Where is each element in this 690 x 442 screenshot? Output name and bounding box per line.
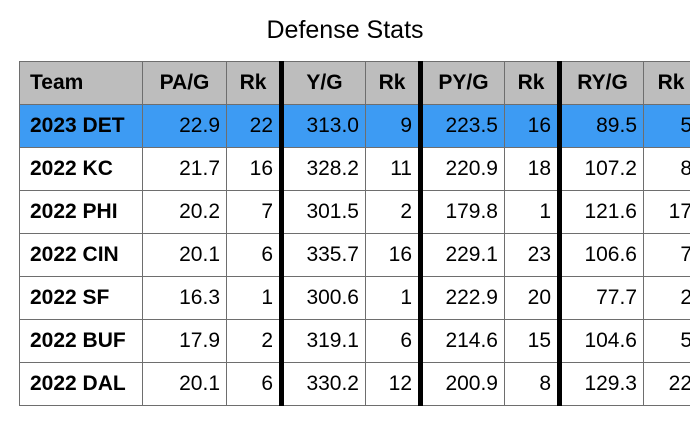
rush-yards-per-game-cell: 89.5 xyxy=(557,104,644,148)
rush-yards-per-game-cell: 129.3 xyxy=(557,362,644,406)
rush-yards-per-game-cell: 121.6 xyxy=(557,190,644,234)
rush-yards-rank-cell: 22 xyxy=(643,362,690,406)
team-cell: 2022 DAL xyxy=(19,362,143,406)
pa-rank-cell: 16 xyxy=(226,147,282,191)
table-row: 2023 DET 22.9 22 313.0 9 223.5 16 89.5 5 xyxy=(19,104,690,148)
pass-yards-rank-cell: 20 xyxy=(504,276,560,320)
rush-yards-rank-cell: 5 xyxy=(643,319,690,363)
pa-per-game-cell: 16.3 xyxy=(142,276,227,320)
pa-rank-cell: 1 xyxy=(226,276,282,320)
yards-per-game-cell: 319.1 xyxy=(279,319,366,363)
table-row: 2022 SF 16.3 1 300.6 1 222.9 20 77.7 2 xyxy=(19,276,690,320)
pa-per-game-cell: 20.2 xyxy=(142,190,227,234)
pass-yards-rank-cell: 8 xyxy=(504,362,560,406)
pass-yards-per-game-cell: 223.5 xyxy=(418,104,505,148)
header-pass-yards-per-game: PY/G xyxy=(418,61,505,105)
pass-yards-rank-cell: 18 xyxy=(504,147,560,191)
defense-stats-table: Team PA/G Rk Y/G Rk PY/G Rk RY/G Rk 2023 DET 22.9… xyxy=(19,61,690,406)
header-team: Team xyxy=(19,61,143,105)
table-row: 2022 CIN 20.1 6 335.7 16 229.1 23 106.6 7 xyxy=(19,233,690,277)
team-cell: 2022 CIN xyxy=(19,233,143,277)
pa-rank-cell: 6 xyxy=(226,233,282,277)
yards-per-game-cell: 335.7 xyxy=(279,233,366,277)
yards-rank-cell: 2 xyxy=(365,190,421,234)
yards-rank-cell: 6 xyxy=(365,319,421,363)
rush-yards-rank-cell: 5 xyxy=(643,104,690,148)
team-cell: 2022 KC xyxy=(19,147,143,191)
yards-rank-cell: 1 xyxy=(365,276,421,320)
chart-title: Defense Stats xyxy=(266,16,424,44)
pass-yards-per-game-cell: 220.9 xyxy=(418,147,505,191)
table-row: 2022 KC 21.7 16 328.2 11 220.9 18 107.2 8 xyxy=(19,147,690,191)
yards-rank-cell: 12 xyxy=(365,362,421,406)
rush-yards-rank-cell: 17 xyxy=(643,190,690,234)
table-header-row: Team PA/G Rk Y/G Rk PY/G Rk RY/G Rk xyxy=(19,61,690,105)
header-rush-yards-rank: Rk xyxy=(643,61,690,105)
yards-rank-cell: 9 xyxy=(365,104,421,148)
rush-yards-per-game-cell: 104.6 xyxy=(557,319,644,363)
header-yards-rank: Rk xyxy=(365,61,421,105)
header-pa-per-game: PA/G xyxy=(142,61,227,105)
pa-rank-cell: 22 xyxy=(226,104,282,148)
pass-yards-rank-cell: 1 xyxy=(504,190,560,234)
header-yards-per-game: Y/G xyxy=(279,61,366,105)
pa-rank-cell: 7 xyxy=(226,190,282,234)
team-cell: 2023 DET xyxy=(19,104,143,148)
pa-rank-cell: 6 xyxy=(226,362,282,406)
yards-rank-cell: 16 xyxy=(365,233,421,277)
table-row: 2022 BUF 17.9 2 319.1 6 214.6 15 104.6 5 xyxy=(19,319,690,363)
rush-yards-per-game-cell: 107.2 xyxy=(557,147,644,191)
rush-yards-rank-cell: 2 xyxy=(643,276,690,320)
pa-per-game-cell: 21.7 xyxy=(142,147,227,191)
pa-per-game-cell: 22.9 xyxy=(142,104,227,148)
rush-yards-per-game-cell: 77.7 xyxy=(557,276,644,320)
rush-yards-rank-cell: 7 xyxy=(643,233,690,277)
table-row: 2022 DAL 20.1 6 330.2 12 200.9 8 129.3 22 xyxy=(19,362,690,406)
pass-yards-rank-cell: 15 xyxy=(504,319,560,363)
pass-yards-rank-cell: 23 xyxy=(504,233,560,277)
rush-yards-per-game-cell: 106.6 xyxy=(557,233,644,277)
header-pass-yards-rank: Rk xyxy=(504,61,560,105)
pa-per-game-cell: 17.9 xyxy=(142,319,227,363)
pass-yards-per-game-cell: 179.8 xyxy=(418,190,505,234)
pass-yards-per-game-cell: 214.6 xyxy=(418,319,505,363)
yards-per-game-cell: 301.5 xyxy=(279,190,366,234)
yards-per-game-cell: 300.6 xyxy=(279,276,366,320)
pass-yards-rank-cell: 16 xyxy=(504,104,560,148)
pa-per-game-cell: 20.1 xyxy=(142,362,227,406)
yards-per-game-cell: 330.2 xyxy=(279,362,366,406)
pa-rank-cell: 2 xyxy=(226,319,282,363)
team-cell: 2022 PHI xyxy=(19,190,143,234)
header-rush-yards-per-game: RY/G xyxy=(557,61,644,105)
table-row: 2022 PHI 20.2 7 301.5 2 179.8 1 121.6 17 xyxy=(19,190,690,234)
pass-yards-per-game-cell: 229.1 xyxy=(418,233,505,277)
header-pa-rank: Rk xyxy=(226,61,282,105)
pass-yards-per-game-cell: 200.9 xyxy=(418,362,505,406)
rush-yards-rank-cell: 8 xyxy=(643,147,690,191)
team-cell: 2022 BUF xyxy=(19,319,143,363)
team-cell: 2022 SF xyxy=(19,276,143,320)
yards-rank-cell: 11 xyxy=(365,147,421,191)
yards-per-game-cell: 328.2 xyxy=(279,147,366,191)
pa-per-game-cell: 20.1 xyxy=(142,233,227,277)
yards-per-game-cell: 313.0 xyxy=(279,104,366,148)
pass-yards-per-game-cell: 222.9 xyxy=(418,276,505,320)
